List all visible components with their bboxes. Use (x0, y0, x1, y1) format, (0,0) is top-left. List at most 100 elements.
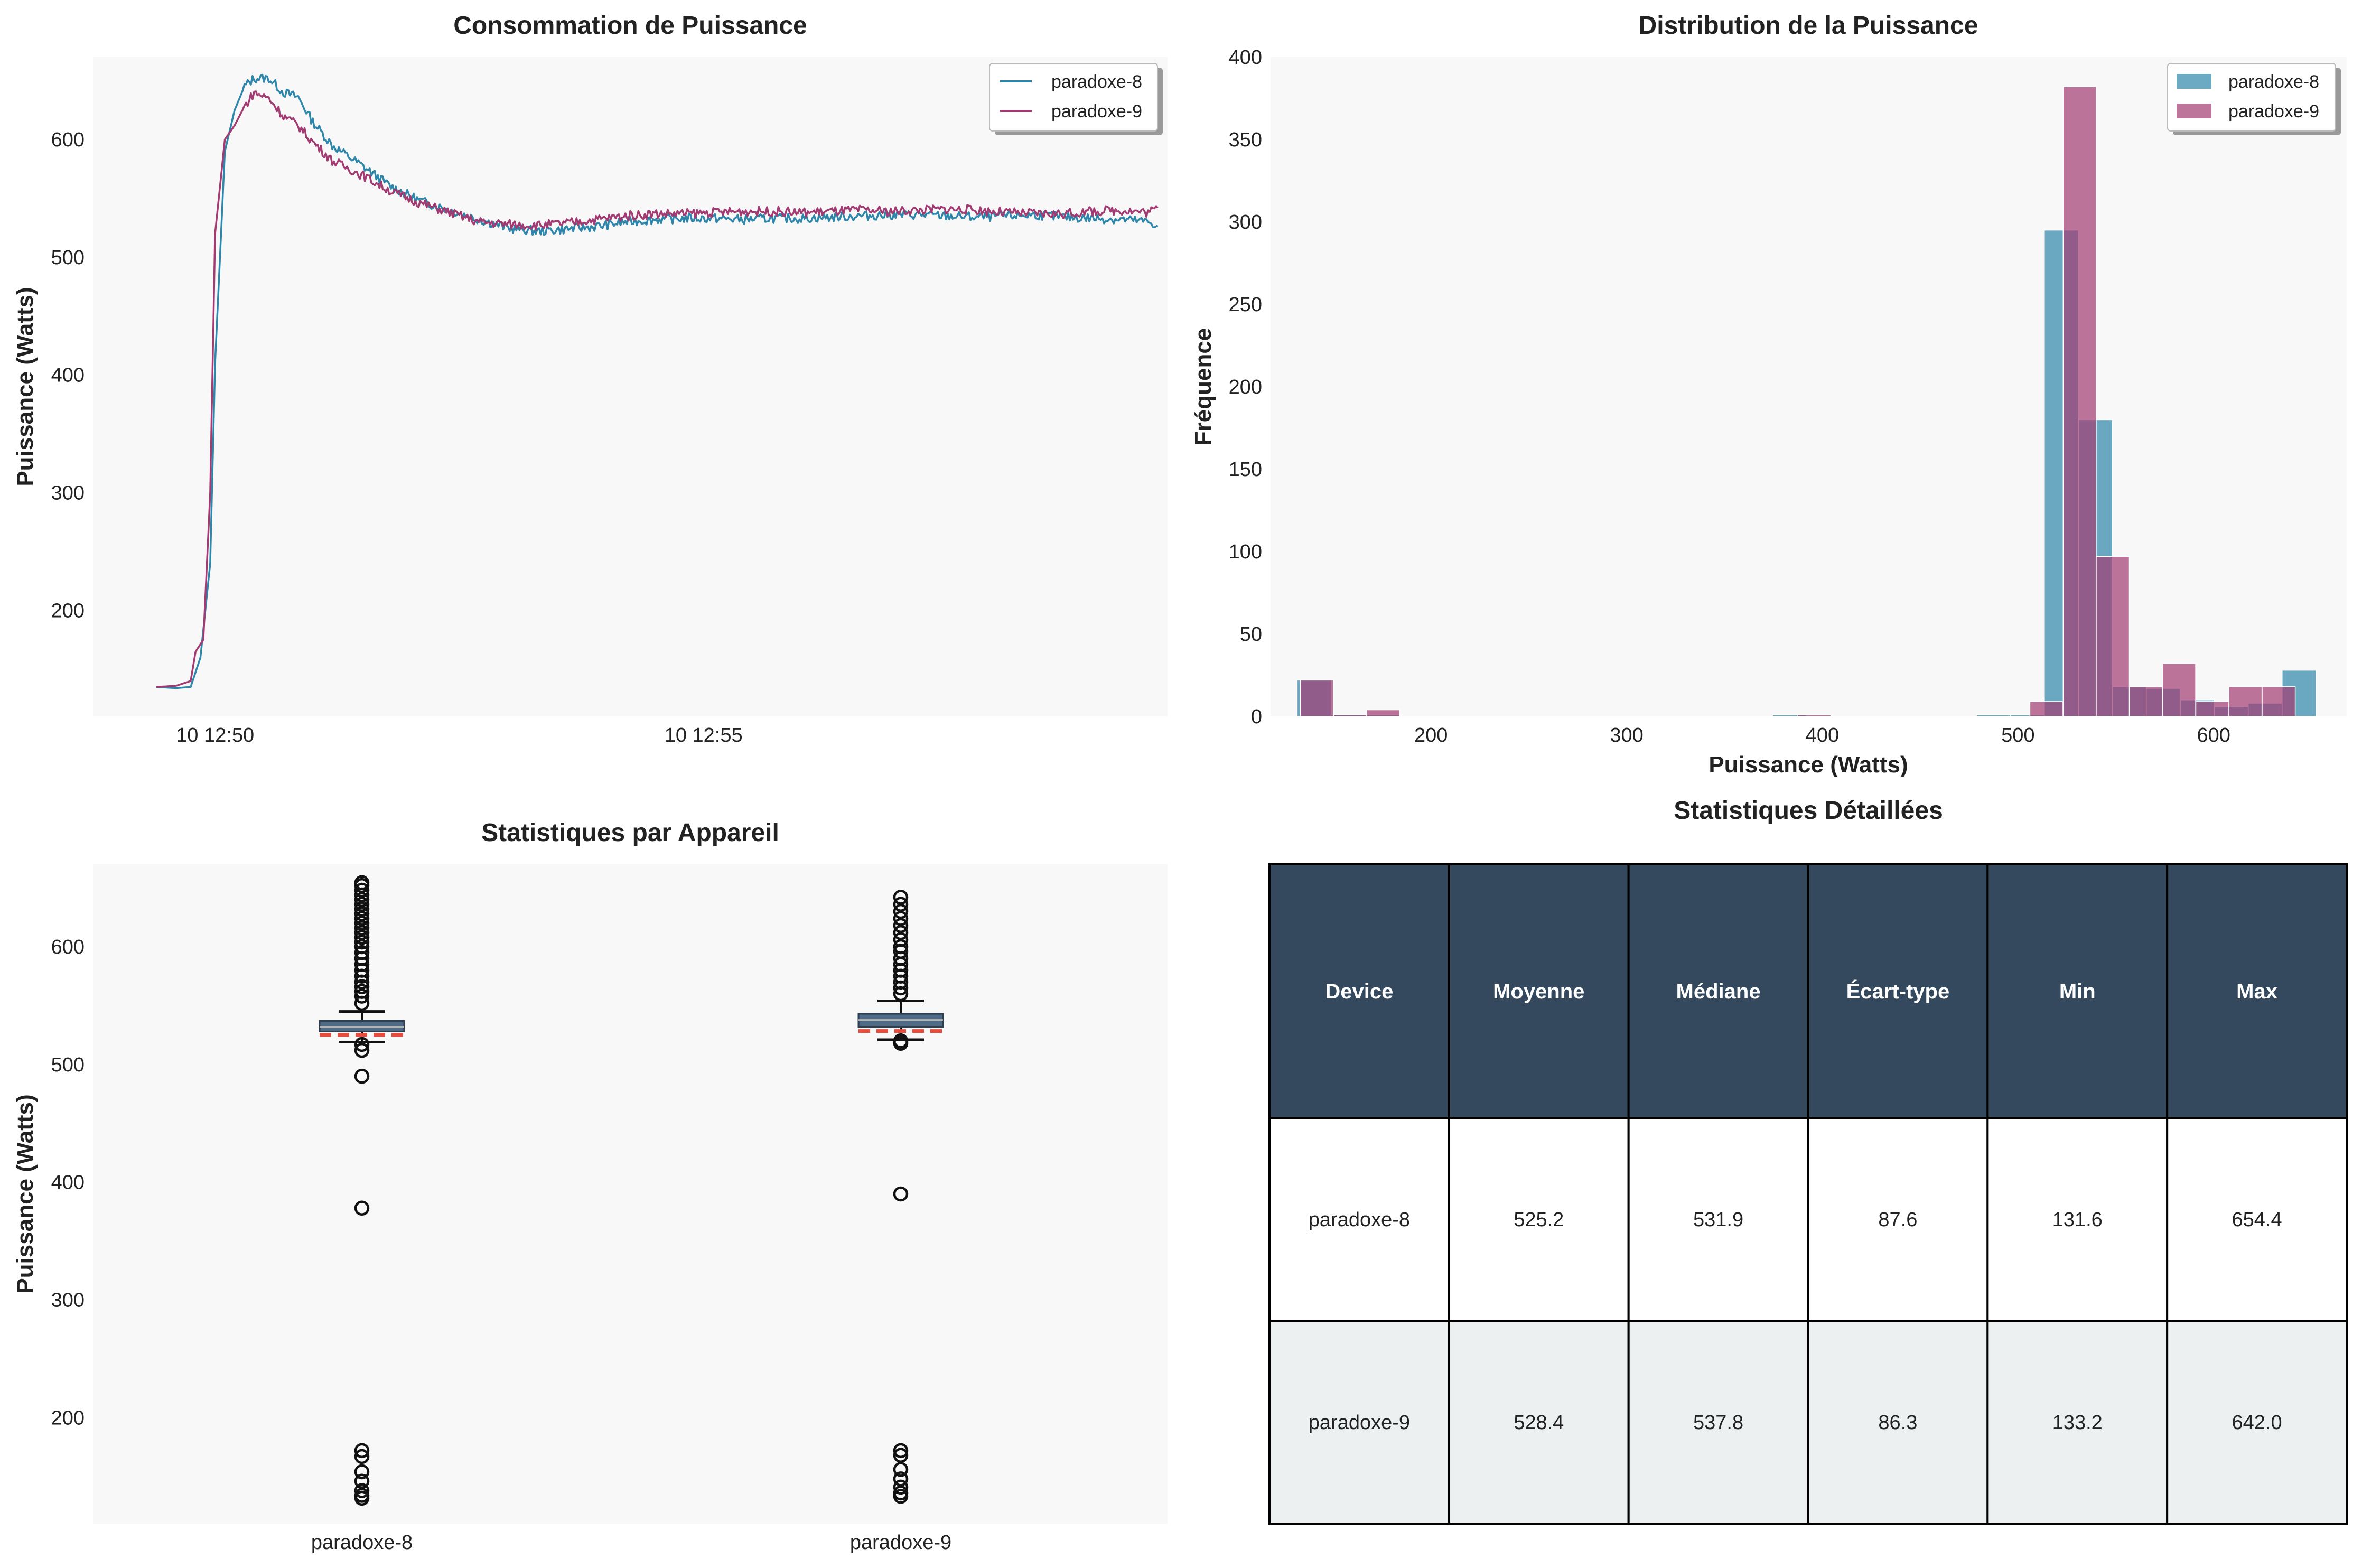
histogram-y-ticks: 0 50 100 150 200 250 300 350 400 (1229, 46, 1262, 728)
stats-table-header-cell (2166, 863, 2348, 1119)
box-outlier (893, 1462, 909, 1477)
stats-table-cell-text: 131.6 (2052, 1209, 2103, 1231)
stats-table-cell (1448, 1117, 1630, 1322)
box-outlier (893, 932, 909, 947)
boxplot-x-ticks: paradoxe-8 paradoxe-9 (311, 1532, 951, 1554)
hist-y-tick-label: 300 (1229, 211, 1262, 234)
histogram-title: Distribution de la Puissance (1639, 12, 1978, 40)
stats-table-cell-text: 86.3 (1878, 1412, 1917, 1434)
box-outlier (354, 911, 370, 926)
histogram-legend: paradoxe-8 paradoxe-9 (2167, 63, 2341, 135)
box-x-tick-label: paradoxe-8 (311, 1532, 413, 1554)
box-outlier (354, 897, 370, 912)
hist-x-tick-label: 600 (2197, 724, 2230, 746)
box-outlier (893, 939, 909, 955)
box-y-tick-label: 500 (51, 1054, 85, 1076)
stats-table-cell-text: 642.0 (2232, 1412, 2282, 1434)
stats-table-cell (1627, 1117, 1809, 1322)
histogram-panel: Distribution de la Puissance Puissance (… (1190, 12, 2347, 778)
line-y-tick-label: 400 (51, 365, 85, 387)
box-outlier (354, 1037, 370, 1052)
histogram-xlabel: Puissance (Watts) (1709, 752, 1908, 778)
boxplot-panel: Statistiques par Appareil Puissance (Wat… (12, 819, 1168, 1554)
box-outlier (893, 897, 909, 912)
box-outlier (893, 1443, 909, 1459)
stats-table-header-text: Écart-type (1846, 979, 1950, 1003)
box-outlier (354, 929, 370, 945)
box-outlier (354, 1443, 370, 1459)
boxplot-ylabel: Puissance (Watts) (12, 1094, 38, 1293)
box-outlier (893, 890, 909, 905)
hist-y-tick-label: 400 (1229, 46, 1262, 69)
series-line-paradoxe-9 (156, 90, 1159, 688)
hist-bar-paradoxe-9 (2129, 686, 2163, 717)
stats-table-cell-text: paradoxe-9 (1309, 1412, 1410, 1434)
stats-table-cell (1448, 1320, 1630, 1525)
stats-table-header-cell (1986, 863, 2169, 1119)
stats-table-cell-text: 525.2 (1514, 1209, 1564, 1231)
legend-label-paradoxe-9: paradoxe-9 (2228, 101, 2319, 122)
boxplot-y-ticks: 200 300 400 500 600 (51, 936, 85, 1429)
hist-x-tick-label: 200 (1414, 724, 1448, 746)
hist-y-tick-label: 0 (1251, 706, 1262, 728)
stats-table-cell-text: 133.2 (2052, 1412, 2103, 1434)
line-y-tick-label: 200 (51, 600, 85, 622)
box-outlier (354, 1483, 370, 1498)
box-paradoxe-9 (857, 890, 944, 1504)
hist-y-tick-label: 150 (1229, 459, 1262, 481)
box-outlier (354, 906, 370, 921)
box-outlier (354, 1200, 370, 1216)
box-outlier (354, 920, 370, 936)
line-chart-plot-area (93, 57, 1168, 716)
histogram-x-ticks: 200 300 400 500 600 (1414, 724, 2230, 746)
hist-bar-paradoxe-9 (1797, 714, 1832, 717)
boxplot-boxes (319, 875, 944, 1506)
hist-bar-paradoxe-9 (2262, 686, 2296, 717)
stats-table-cell (1986, 1320, 2169, 1525)
box-outlier (354, 925, 370, 940)
legend-label-paradoxe-8: paradoxe-8 (2228, 72, 2319, 92)
box-outlier (893, 1033, 909, 1049)
box-outlier (354, 875, 370, 891)
box-outlier (893, 1479, 909, 1495)
box-outlier (893, 911, 909, 926)
stats-table-cell (2166, 1117, 2348, 1322)
box-outlier (354, 901, 370, 917)
stats-table: Device Moyenne Médiane Écart-type Min Max para… (1268, 863, 2348, 1525)
box-y-tick-label: 600 (51, 936, 85, 958)
series-line-paradoxe-8 (156, 73, 1159, 689)
stats-table-cell-text: 528.4 (1514, 1412, 1564, 1434)
box-y-tick-label: 400 (51, 1172, 85, 1194)
stats-table-header-cell (1268, 863, 1450, 1119)
stats-table-header-text: Médiane (1676, 980, 1761, 1003)
stats-table-title: Statistiques Détaillées (1674, 797, 1943, 825)
box-outlier (354, 1464, 370, 1480)
hist-y-tick-label: 250 (1229, 294, 1262, 316)
hist-x-tick-label: 400 (1806, 724, 1839, 746)
hist-bar-paradoxe-9 (2096, 556, 2130, 717)
box-outlier (354, 934, 370, 950)
box-outlier (893, 1485, 909, 1501)
stats-table-header-cell (1627, 863, 1809, 1119)
hist-x-tick-label: 300 (1610, 724, 1643, 746)
box-outlier (893, 903, 909, 919)
stats-table-cell-text: 87.6 (1878, 1209, 1917, 1231)
box-outlier (354, 945, 370, 960)
hist-x-tick-label: 500 (2001, 724, 2034, 746)
line-x-tick-label: 10 12:55 (665, 724, 743, 746)
stats-table-cell-text: 654.4 (2232, 1209, 2282, 1231)
line-y-tick-label: 600 (51, 129, 85, 151)
legend-label-paradoxe-9: paradoxe-9 (1051, 101, 1142, 122)
line-chart-title: Consommation de Puissance (453, 12, 807, 40)
legend-swatch-paradoxe-8 (2177, 74, 2211, 89)
line-chart-ylabel: Puissance (Watts) (12, 287, 38, 486)
stats-table-header-text: Min (2059, 980, 2096, 1003)
hist-bar-paradoxe-8 (1976, 714, 2011, 717)
line-chart-legend: paradoxe-8 paradoxe-9 (989, 63, 1163, 135)
box-outlier (354, 1449, 370, 1464)
line-y-tick-label: 500 (51, 247, 85, 269)
hist-y-tick-label: 100 (1229, 541, 1262, 563)
box-outlier (354, 1488, 370, 1503)
hist-y-tick-label: 200 (1229, 376, 1262, 398)
histogram-ylabel: Fréquence (1190, 328, 1216, 446)
